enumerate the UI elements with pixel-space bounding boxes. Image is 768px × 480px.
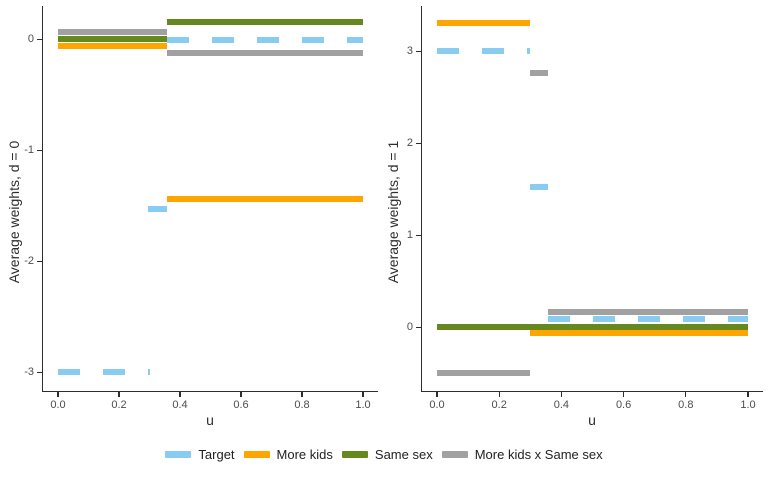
legend-item-target: Target [165,447,235,462]
x-tick-mark [240,392,242,397]
same_sex-line-segment [437,324,748,330]
y-tick-label: 0 [27,32,34,45]
y-tick-label: 0 [406,320,413,333]
interaction-line-segment [437,370,531,376]
more_kids-line-segment [437,20,531,27]
y-axis-line [42,6,44,392]
x-tick-label: 0.6 [615,399,632,411]
x-axis-title-d1: u [588,412,596,428]
y-tick-mark [37,38,42,40]
x-tick-label: 1.0 [740,399,756,411]
y-axis-line [421,6,423,392]
interaction-line-segment [548,309,748,316]
target-line-segment [530,184,549,191]
x-tick-mark [179,392,181,397]
x-tick-mark [57,392,59,397]
more_kids-legend-key-icon [243,451,270,458]
same_sex-line-segment [58,36,167,42]
interaction-line-segment [166,50,363,57]
y-tick-mark [416,50,421,52]
y-tick-mark [37,371,42,373]
x-tick-mark [301,392,303,397]
x-tick-mark [560,392,563,397]
x-tick-label: 0.0 [50,399,66,411]
x-tick-label: 0.4 [553,399,570,411]
target-line-segment [166,37,363,44]
legend-label-interaction: More kids x Same sex [474,447,603,462]
y-tick-mark [416,142,421,144]
x-tick-mark [436,392,438,397]
target-line-segment [548,315,748,322]
target-legend-key-icon [165,451,192,458]
legend-label-more_kids: More kids [276,447,333,462]
more_kids-line-segment [530,330,748,337]
x-tick-label: 0.6 [233,399,249,411]
x-tick-mark [685,392,687,397]
interaction-line-segment [58,29,167,36]
more_kids-line-segment [166,195,363,202]
x-tick-label: 0.8 [294,399,310,411]
legend: Target More kids Same sex More kids x Same … [0,447,768,462]
target-line-segment [437,48,531,54]
x-tick-label: 0.2 [111,399,127,411]
y-axis-title-d0: Average weights, d = 0 [6,140,22,284]
more_kids-line-segment [58,42,167,49]
y-tick-mark [416,234,421,236]
x-tick-label: 0.0 [429,399,445,411]
legend-item-same_sex: Same sex [341,447,433,462]
x-tick-mark [747,392,749,397]
x-axis-line [42,391,378,393]
x-tick-mark [498,392,500,397]
x-axis-title-d0: u [206,412,214,428]
legend-label-same_sex: Same sex [374,447,433,462]
x-tick-label: 0.8 [678,399,694,411]
y-tick-mark [37,149,42,151]
x-axis-line [421,391,763,393]
same_sex-line-segment [166,19,363,26]
x-tick-label: 0.2 [491,399,507,411]
x-tick-mark [362,392,364,397]
y-tick-mark [416,326,421,328]
same_sex-legend-key-icon [341,451,368,458]
x-tick-label: 1.0 [355,399,371,411]
y-tick-mark [37,260,42,262]
legend-item-more_kids: More kids [243,447,333,462]
x-tick-mark [622,392,625,397]
x-tick-mark [118,392,120,397]
y-axis-title-d1: Average weights, d = 1 [385,140,401,284]
target-line-segment [147,205,167,212]
x-tick-label: 0.4 [172,399,188,411]
y-tick-label: 3 [406,44,413,57]
y-tick-label: -3 [24,365,34,378]
legend-item-interaction: More kids x Same sex [441,447,603,462]
interaction-line-segment [530,70,549,77]
target-line-segment [58,369,150,375]
legend-label-target: Target [198,447,235,462]
interaction-legend-key-icon [441,451,468,458]
